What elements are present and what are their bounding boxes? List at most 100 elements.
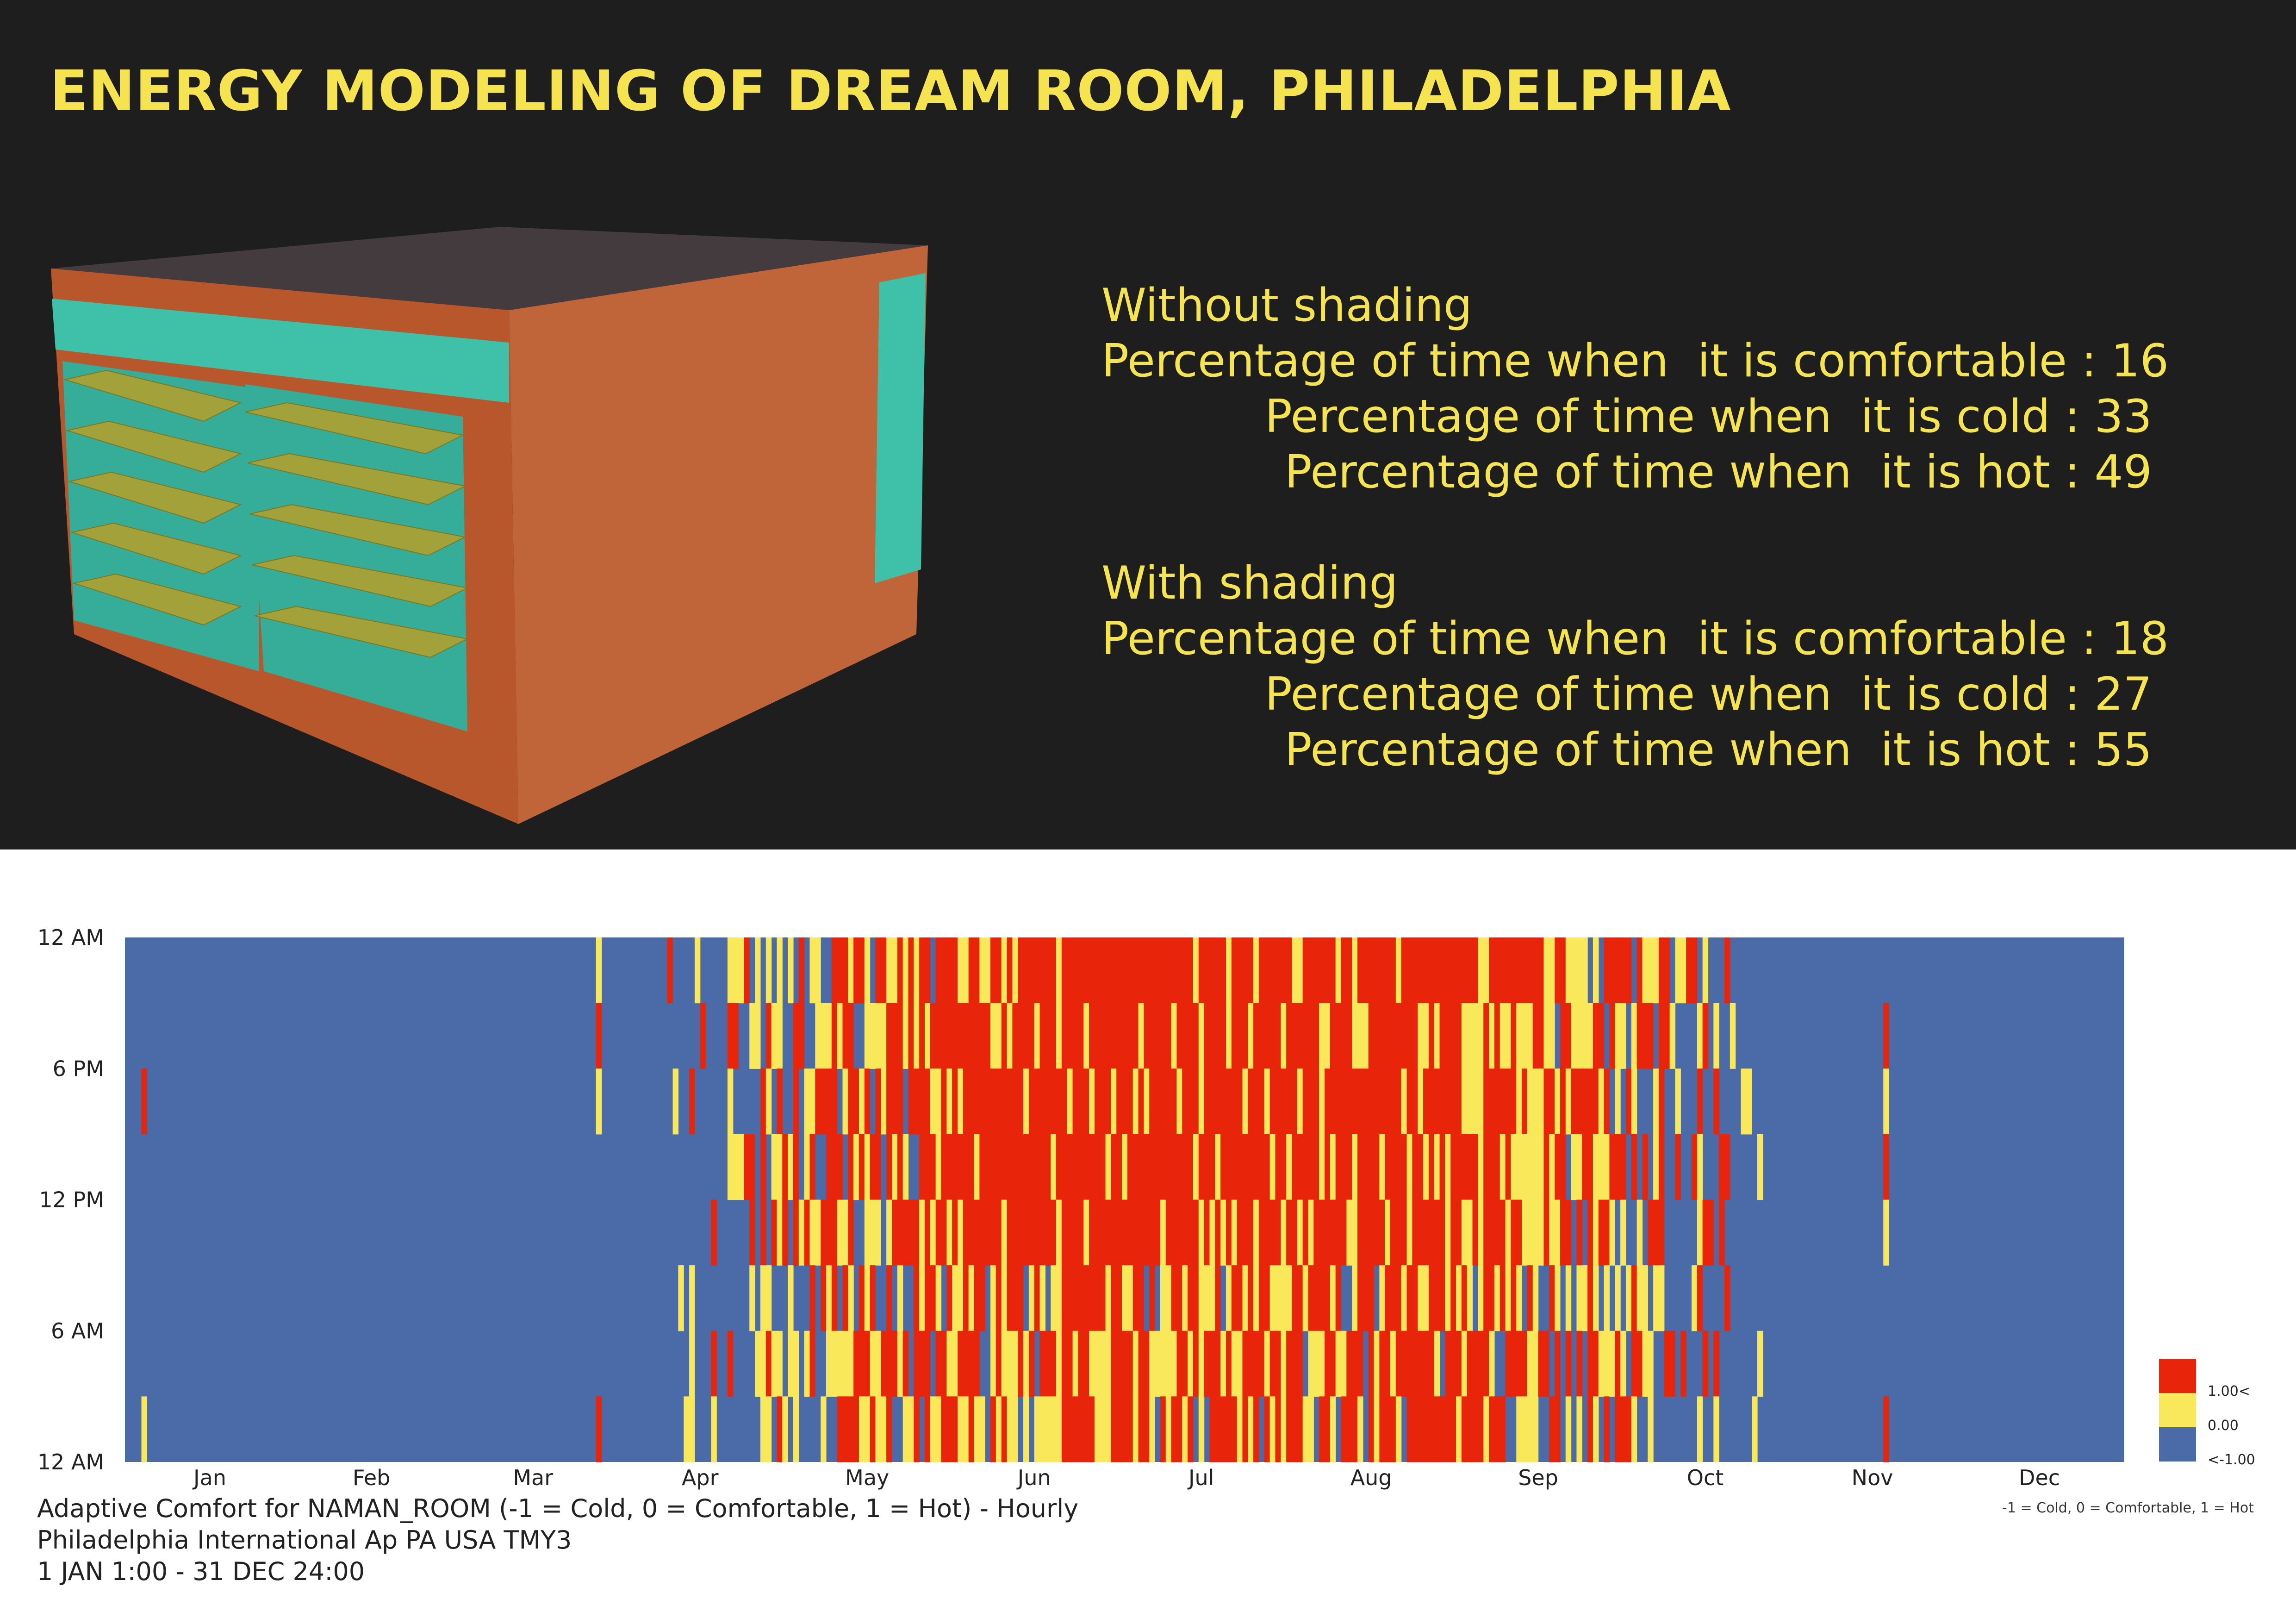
heatmap-cell bbox=[1418, 1265, 1424, 1331]
heatmap-cell bbox=[1215, 1330, 1221, 1397]
heatmap-cell bbox=[1543, 1199, 1549, 1266]
heatmap-cell bbox=[689, 1396, 695, 1462]
heatmap-cell bbox=[1472, 1330, 1478, 1397]
heatmap-cell bbox=[1012, 1134, 1018, 1200]
heatmap-cell bbox=[1883, 1003, 1889, 1069]
heatmap-cell bbox=[1658, 1199, 1665, 1266]
heatmap-cell bbox=[979, 1396, 985, 1462]
heatmap-cell bbox=[1018, 1265, 1024, 1331]
heatmap-cell bbox=[1209, 1396, 1215, 1462]
heatmap-cell bbox=[809, 1330, 815, 1397]
heatmap-cell bbox=[875, 1396, 881, 1462]
heatmap-cell bbox=[1171, 1396, 1177, 1462]
heatmap-cell bbox=[1379, 1199, 1385, 1266]
heatmap-cell bbox=[837, 1003, 843, 1069]
heatmap-cell bbox=[1461, 937, 1468, 1004]
heatmap-cell bbox=[1385, 1396, 1391, 1462]
heatmap-cell bbox=[1615, 1330, 1621, 1397]
heatmap-cell bbox=[1188, 1330, 1194, 1397]
heatmap-cell bbox=[1412, 1396, 1418, 1462]
heatmap-cell bbox=[1045, 1003, 1051, 1069]
heatmap-cell bbox=[897, 1330, 903, 1397]
heatmap-cell bbox=[1116, 1265, 1122, 1331]
heatmap-cell bbox=[853, 1330, 859, 1397]
heatmap-cell bbox=[935, 1396, 942, 1462]
heatmap-cell bbox=[1395, 1396, 1402, 1462]
heatmap-cell bbox=[974, 1134, 980, 1200]
heatmap-cell bbox=[859, 1396, 865, 1462]
heatmap-cell bbox=[1220, 1003, 1226, 1069]
heatmap-cell bbox=[1215, 1068, 1221, 1135]
heatmap-cell bbox=[1357, 1003, 1363, 1069]
heatmap-cell bbox=[1883, 1134, 1889, 1200]
heatmap-cell bbox=[1176, 1003, 1182, 1069]
heatmap-cell bbox=[1127, 1330, 1133, 1397]
heatmap-cell bbox=[1560, 1134, 1566, 1200]
heatmap-cell bbox=[1883, 1068, 1889, 1135]
heatmap-cell bbox=[864, 1199, 871, 1266]
heatmap-cell bbox=[1428, 1330, 1435, 1397]
heatmap-cell bbox=[831, 1265, 838, 1331]
heatmap-cell bbox=[1111, 1199, 1117, 1266]
heatmap-cell bbox=[1461, 1134, 1468, 1200]
heatmap-cell bbox=[963, 1265, 969, 1331]
heatmap-cell bbox=[848, 1330, 854, 1397]
heatmap-cell bbox=[1127, 1396, 1133, 1462]
heatmap-cell bbox=[1691, 1134, 1698, 1200]
heatmap-cell bbox=[1642, 1265, 1648, 1331]
heatmap-cell bbox=[1604, 1330, 1610, 1397]
heatmap-cell bbox=[1176, 1134, 1182, 1200]
heatmap-cell bbox=[596, 1003, 602, 1069]
heatmap-cell bbox=[1105, 1330, 1112, 1397]
x-tick-label: Apr bbox=[682, 1465, 719, 1490]
heatmap-cell bbox=[1155, 1199, 1161, 1266]
heatmap-cell bbox=[1543, 1003, 1549, 1069]
heatmap-cell bbox=[1390, 937, 1396, 1004]
heatmap-cell bbox=[963, 1003, 969, 1069]
heatmap-cell bbox=[1281, 1134, 1287, 1200]
heatmap-cell bbox=[1527, 1199, 1533, 1266]
heatmap-cell bbox=[1357, 1330, 1363, 1397]
heatmap-cell bbox=[891, 1330, 898, 1397]
heatmap-cell bbox=[1445, 937, 1451, 1004]
heatmap-cell bbox=[1757, 1134, 1763, 1200]
heatmap-cell bbox=[963, 1396, 969, 1462]
heatmap-cell bbox=[777, 1330, 783, 1397]
heatmap-cell bbox=[1423, 1003, 1429, 1069]
heatmap-cell bbox=[1357, 1396, 1363, 1462]
heatmap-cell bbox=[1752, 1396, 1758, 1462]
heatmap-cell bbox=[1478, 1068, 1484, 1135]
heatmap-cell bbox=[1511, 1068, 1517, 1135]
heatmap-cell bbox=[755, 1330, 761, 1397]
heatmap-cell bbox=[1193, 1068, 1199, 1135]
heatmap-cell bbox=[1631, 1134, 1637, 1200]
heatmap-cell bbox=[1039, 1330, 1045, 1397]
heatmap-cell bbox=[1615, 1396, 1621, 1462]
heatmap-cell bbox=[782, 1199, 788, 1266]
heatmap-cell bbox=[1374, 1134, 1380, 1200]
heatmap-cell bbox=[1281, 1068, 1287, 1135]
heatmap-cell bbox=[1089, 937, 1095, 1004]
heatmap-cell bbox=[1111, 1396, 1117, 1462]
heatmap-cell bbox=[859, 937, 865, 1004]
heatmap-cell bbox=[1264, 937, 1270, 1004]
heatmap-cell bbox=[935, 937, 942, 1004]
heatmap-cell bbox=[1494, 1068, 1500, 1135]
heatmap-cell bbox=[1412, 1330, 1418, 1397]
heatmap-cell bbox=[897, 1068, 903, 1135]
with-shading-heading: With shading bbox=[1101, 557, 1398, 610]
heatmap-cell bbox=[864, 1003, 871, 1069]
heatmap-cell bbox=[760, 1330, 766, 1397]
heatmap-cell bbox=[1067, 937, 1073, 1004]
heatmap-cell bbox=[1269, 937, 1276, 1004]
heatmap-cell bbox=[826, 1265, 832, 1331]
heatmap-cell bbox=[1023, 1134, 1029, 1200]
heatmap-cell bbox=[1144, 1068, 1150, 1135]
heatmap-cell bbox=[1248, 1003, 1254, 1069]
heatmap-cell bbox=[1127, 1199, 1133, 1266]
heatmap-cell bbox=[1291, 1068, 1298, 1135]
heatmap-cell bbox=[755, 1003, 761, 1069]
heatmap-cell bbox=[1204, 1330, 1210, 1397]
heatmap-cell bbox=[1258, 1003, 1265, 1069]
heatmap-cell bbox=[1226, 1396, 1232, 1462]
